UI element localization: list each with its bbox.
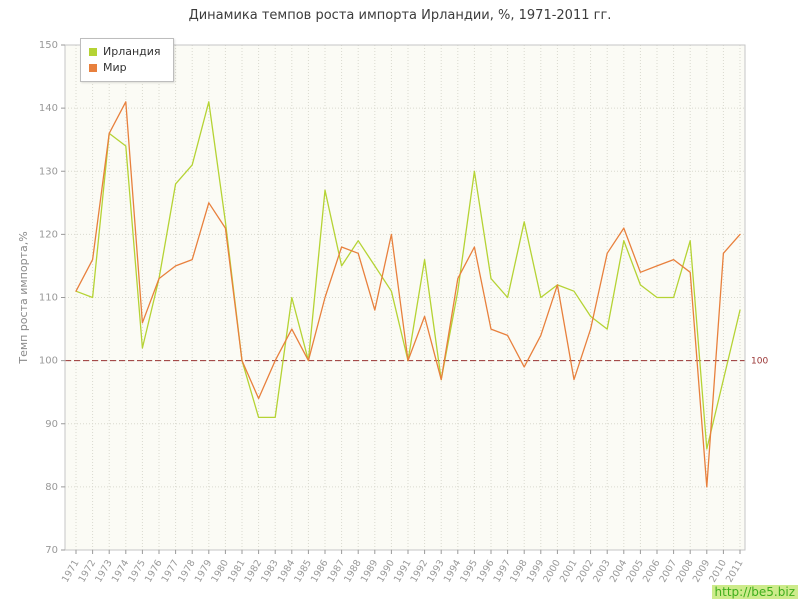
legend-item-world: Мир (89, 60, 161, 76)
svg-text:70: 70 (45, 545, 58, 556)
svg-text:100: 100 (39, 356, 58, 367)
legend-swatch-world (89, 64, 97, 72)
reference-line-label: 100 (751, 357, 768, 367)
svg-text:80: 80 (45, 482, 58, 493)
svg-text:150: 150 (39, 40, 58, 51)
svg-text:2011: 2011 (724, 558, 746, 584)
grid-lines (65, 44, 745, 551)
svg-text:130: 130 (39, 166, 58, 177)
legend-swatch-ireland (89, 48, 97, 56)
legend-label-ireland: Ирландия (103, 45, 161, 58)
svg-text:140: 140 (39, 103, 58, 114)
axis-ticks (61, 44, 741, 554)
svg-text:110: 110 (39, 293, 58, 304)
y-axis-labels: 70 80 90 100 110 120 130 140 150 (39, 40, 58, 556)
y-axis-title: Темп роста импорта,% (17, 231, 30, 364)
x-axis-labels: 1971197219731974197519761977197819791980… (60, 558, 746, 584)
legend: Ирландия Мир (80, 38, 174, 82)
svg-text:90: 90 (45, 419, 58, 430)
legend-label-world: Мир (103, 61, 127, 74)
chart-title: Динамика темпов роста импорта Ирландии, … (188, 8, 612, 23)
series-line-world (75, 101, 741, 488)
svg-text:120: 120 (39, 229, 58, 240)
legend-item-ireland: Ирландия (89, 44, 161, 60)
watermark-link[interactable]: http://be5.biz (711, 585, 798, 599)
